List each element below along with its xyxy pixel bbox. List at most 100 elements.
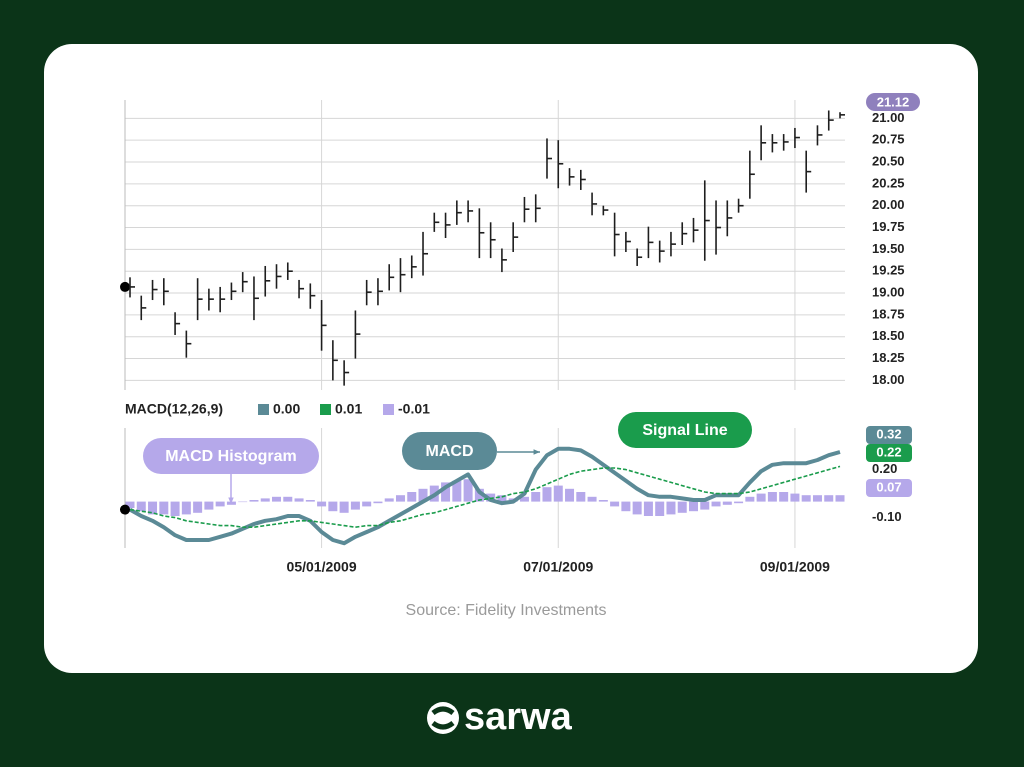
value-badge <box>866 479 912 497</box>
histogram-bar <box>779 492 789 502</box>
histogram-bar <box>125 501 135 508</box>
histogram-bar <box>463 479 473 502</box>
y-tick-label: 19.25 <box>872 263 905 278</box>
value-badge <box>866 444 912 462</box>
histogram-bar <box>519 496 529 502</box>
histogram-bar <box>339 501 349 513</box>
annotation-box <box>402 432 497 470</box>
histogram-bar <box>136 501 146 512</box>
histogram-bar <box>384 498 394 502</box>
annotation-label: Signal Line <box>642 422 727 439</box>
last-price-badge <box>866 93 920 111</box>
annotation-box <box>618 412 752 448</box>
histogram-bar <box>407 492 417 502</box>
histogram-bar <box>734 501 744 504</box>
start-dot <box>120 281 130 292</box>
histogram-bar <box>373 501 383 504</box>
histogram-bar <box>418 488 428 502</box>
y-tick-label: 21.00 <box>872 110 905 125</box>
histogram-bar <box>666 501 676 515</box>
histogram-bar <box>497 495 507 502</box>
last-price-label: 21.12 <box>877 94 910 109</box>
y-tick-label: 19.75 <box>872 219 905 234</box>
legend-swatch <box>320 404 331 415</box>
histogram-bar <box>395 495 405 502</box>
histogram-bar <box>148 501 158 515</box>
y-tick-label: 20.00 <box>872 197 905 212</box>
histogram-bar <box>350 501 360 510</box>
x-tick-label: 05/01/2009 <box>287 559 357 575</box>
legend-title: MACD(12,26,9) <box>125 401 223 417</box>
y-tick-label: 18.75 <box>872 306 905 321</box>
annotation-box <box>143 438 319 474</box>
legend-label: -0.01 <box>398 401 430 417</box>
y-tick-label: 18.25 <box>872 350 905 365</box>
histogram-bar <box>260 498 270 502</box>
legend-label: 0.01 <box>335 401 362 417</box>
histogram-bar <box>159 501 169 515</box>
annotation-arrowhead <box>533 449 540 455</box>
histogram-bar <box>812 495 822 502</box>
histogram-bar <box>238 501 248 503</box>
histogram-bar <box>362 501 372 507</box>
histogram-bar <box>553 485 563 502</box>
histogram-bar <box>790 493 800 502</box>
start-dot <box>120 504 130 515</box>
histogram-bar <box>610 501 620 507</box>
histogram-bar <box>283 496 293 502</box>
signal-line <box>129 465 841 528</box>
value-badge <box>866 426 912 444</box>
histogram-bar <box>689 501 698 512</box>
y-tick-label: 19.00 <box>872 284 905 299</box>
value-badge-label: 0.32 <box>876 426 901 441</box>
histogram-bar <box>181 501 191 515</box>
source: Source: Fidelity Investments <box>406 602 607 619</box>
plot: 18.00 18.25 18.50 18.75 19.00 19.25 19.50 19.75… <box>120 93 920 575</box>
histogram-bar <box>215 501 225 507</box>
y-tick-label: 0.20 <box>872 461 897 476</box>
histogram-bar <box>193 501 203 513</box>
histogram-bar <box>632 501 642 515</box>
histogram-bar <box>474 488 484 502</box>
histogram-bar <box>531 492 541 502</box>
histogram-bar <box>565 488 575 502</box>
histogram-bar <box>835 495 845 502</box>
histogram-bar <box>722 501 732 505</box>
x-tick-label: 09/01/2009 <box>760 559 830 575</box>
legend-label: 0.00 <box>273 401 300 417</box>
histogram-bar <box>677 501 687 513</box>
legend-swatch <box>258 404 269 415</box>
histogram-bar <box>598 500 608 502</box>
annotation-arrowhead <box>228 497 234 504</box>
histogram-bar <box>801 495 811 502</box>
brand: sarwa <box>464 696 573 738</box>
histogram-bar <box>756 493 766 502</box>
annotation-label: MACD Histogram <box>165 448 297 465</box>
histogram-bar <box>621 501 631 512</box>
logo-icon <box>427 702 459 734</box>
histogram-bar <box>328 501 338 512</box>
histogram-bar <box>170 501 180 516</box>
histogram-bar <box>317 501 327 507</box>
y-tick-label: -0.10 <box>872 509 902 524</box>
histogram-bar <box>643 501 653 516</box>
y-tick-label: 20.75 <box>872 132 905 147</box>
histogram-bar <box>249 500 259 502</box>
y-tick-label: 20.50 <box>872 153 905 168</box>
histogram-bar <box>204 501 214 510</box>
histogram-bar <box>305 500 315 502</box>
histogram-bar <box>767 492 777 502</box>
histogram-bar <box>294 498 304 502</box>
histogram-bar <box>272 496 282 502</box>
histogram-bar <box>452 480 462 502</box>
histogram-bar <box>745 496 755 502</box>
y-tick-label: 20.25 <box>872 175 905 190</box>
y-tick-label: 18.00 <box>872 372 905 387</box>
x-tick-label: 07/01/2009 <box>523 559 593 575</box>
histogram-bar <box>587 496 597 502</box>
legend-swatch <box>383 404 394 415</box>
histogram-bar <box>441 482 451 502</box>
histogram-bar <box>576 492 586 502</box>
y-tick-label: 19.50 <box>872 241 905 256</box>
